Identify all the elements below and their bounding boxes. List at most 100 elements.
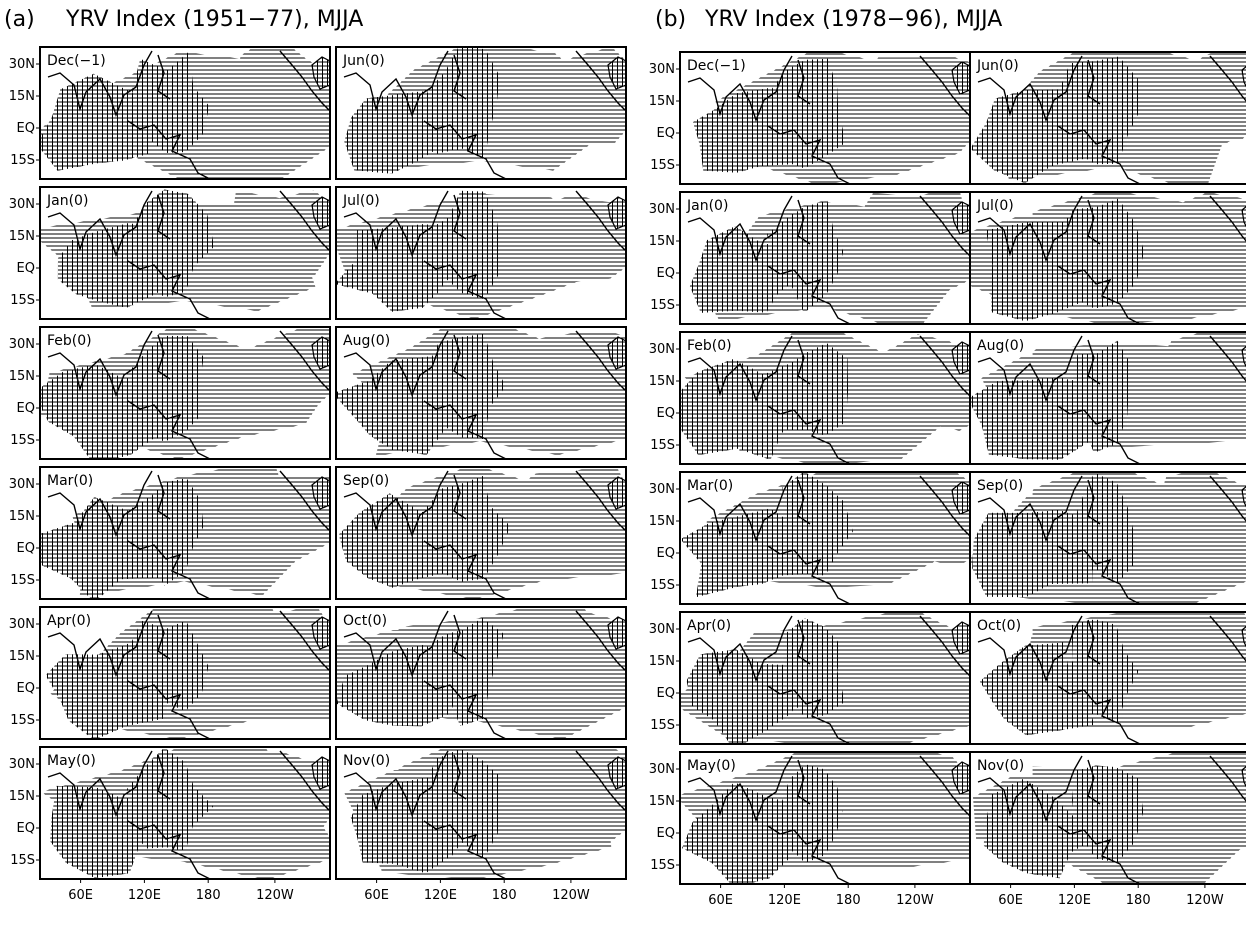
panel-label-bg: [683, 615, 743, 635]
coastline-asia: [977, 615, 1083, 683]
panel-month-label: Nov(0): [977, 758, 1024, 774]
panel-label-bg: [43, 610, 103, 630]
gulf-region: [951, 621, 970, 655]
cross-hatch-region: [682, 782, 801, 884]
lat-tick-label: 15N: [9, 229, 35, 244]
cross-hatch-region: [424, 475, 511, 582]
panel-label-bg: [339, 330, 399, 350]
lat-tick-label: 15S: [650, 718, 675, 733]
panel-label-bg: [683, 335, 743, 355]
map-panel: Jun(0): [969, 51, 1246, 185]
lat-tick-label: EQ: [17, 401, 35, 416]
lon-tick-label: 180: [1126, 893, 1151, 908]
lat-tick-label: 30N: [649, 202, 675, 217]
lat-tick-label: 15S: [650, 578, 675, 593]
coastline-americas: [279, 190, 330, 252]
coastline-asia: [47, 50, 153, 118]
map-panel: Apr(0) 30N 15N EQ 15S: [649, 611, 971, 745]
lat-tick-label: 15S: [650, 298, 675, 313]
coastline-asia: [343, 750, 449, 818]
panel-month-label: Jul(0): [976, 198, 1014, 214]
coastline-maritime: [1057, 545, 1141, 604]
coastline-asia: [343, 190, 449, 258]
map-panel: Dec(−1) 30N 15N EQ 15S: [649, 51, 971, 185]
lat-tick-label: 15S: [650, 158, 675, 173]
lon-tick-label: 180: [492, 888, 517, 903]
gulf-region: [1241, 626, 1246, 648]
horizontal-hatch-region: [854, 334, 970, 431]
lat-tick-label: 30N: [9, 337, 35, 352]
map-panel: Aug(0): [969, 331, 1246, 465]
lat-tick-label: EQ: [17, 681, 35, 696]
panel-month-label: Mar(0): [687, 478, 733, 494]
map-panel: Mar(0) 30N 15N EQ 15S: [649, 471, 971, 605]
coastline-americas: [1209, 755, 1246, 802]
map-panel: Feb(0) 30N 15N EQ 15S: [649, 331, 971, 465]
horizontal-hatch-region: [1156, 332, 1246, 432]
coastline-americas: [919, 55, 970, 117]
gulf-region: [607, 196, 626, 230]
horizontal-hatch-region: [504, 47, 626, 145]
coastline-americas: [1209, 335, 1246, 382]
cross-hatch-region: [128, 478, 204, 586]
panel-label-bg: [973, 195, 1033, 215]
horizontal-hatch-region: [854, 56, 970, 147]
panel-month-label: Jun(0): [976, 58, 1019, 74]
panel-label-bg: [43, 470, 103, 490]
cross-hatch-region: [1059, 619, 1139, 723]
panel-month-label: Jul(0): [342, 193, 380, 209]
panel-label-bg: [683, 55, 752, 75]
horizontal-hatch-region: [504, 194, 626, 283]
lon-tick-label: 120E: [1058, 893, 1091, 908]
panel-month-label: May(0): [47, 753, 96, 769]
panel-label-bg: [683, 475, 743, 495]
coastline-maritime: [1057, 825, 1141, 884]
map-panel: Jan(0) 30N 15N EQ 15S: [649, 191, 971, 325]
lat-tick-label: EQ: [657, 126, 675, 141]
panel-month-label: Oct(0): [977, 618, 1021, 634]
panel-label-bg: [339, 470, 399, 490]
gulf-region: [607, 756, 626, 790]
coastline-asia: [47, 610, 153, 678]
coastline-japan: [453, 754, 467, 800]
coastline-maritime: [1057, 685, 1141, 744]
panel-label-bg: [339, 50, 399, 70]
coastline-asia: [687, 55, 793, 123]
lat-tick-label: 15N: [649, 94, 675, 109]
gulf-region: [951, 341, 970, 375]
coastline-maritime: [423, 540, 507, 599]
map-panel: Sep(0): [969, 471, 1246, 605]
coastline-americas: [279, 50, 330, 112]
gulf-region: [607, 616, 626, 650]
coastline-japan: [797, 59, 811, 105]
lon-tick-label: 180: [836, 893, 861, 908]
cross-hatch-region: [127, 747, 214, 851]
panel-month-label: Sep(0): [977, 478, 1023, 494]
lat-tick-label: 15N: [649, 514, 675, 529]
cross-hatch-region: [130, 335, 204, 442]
horizontal-hatch-region: [219, 474, 330, 558]
coastline-asia: [687, 755, 793, 823]
coastline-americas: [1209, 475, 1246, 522]
map-grid: Dec(−1)30N15NEQ15SJan(0)30N15NEQ15SFeb(0…: [9, 46, 1246, 908]
map-panel: Sep(0): [335, 466, 627, 600]
lon-tick-label: 120W: [552, 888, 590, 903]
coastline-japan: [797, 339, 811, 385]
gulf-region: [607, 56, 626, 90]
map-frame: [335, 46, 627, 180]
panel-label-bg: [43, 330, 103, 350]
coastline-maritime: [423, 820, 507, 879]
coastline-maritime: [423, 400, 507, 459]
lat-tick-label: 15N: [9, 89, 35, 104]
map-frame: [969, 191, 1246, 325]
coastline-americas: [919, 195, 970, 257]
gulf-region: [607, 336, 626, 370]
panel-month-label: Aug(0): [343, 333, 390, 349]
panel-a-title: YRV Index (1951−77), MJJA: [65, 7, 363, 32]
map-frame: [969, 331, 1246, 465]
horizontal-hatch-region: [226, 190, 330, 283]
lat-tick-label: EQ: [657, 826, 675, 841]
cross-hatch-region: [132, 51, 210, 153]
horizontal-hatch-region: [222, 327, 330, 421]
horizontal-hatch-region: [1139, 192, 1246, 284]
